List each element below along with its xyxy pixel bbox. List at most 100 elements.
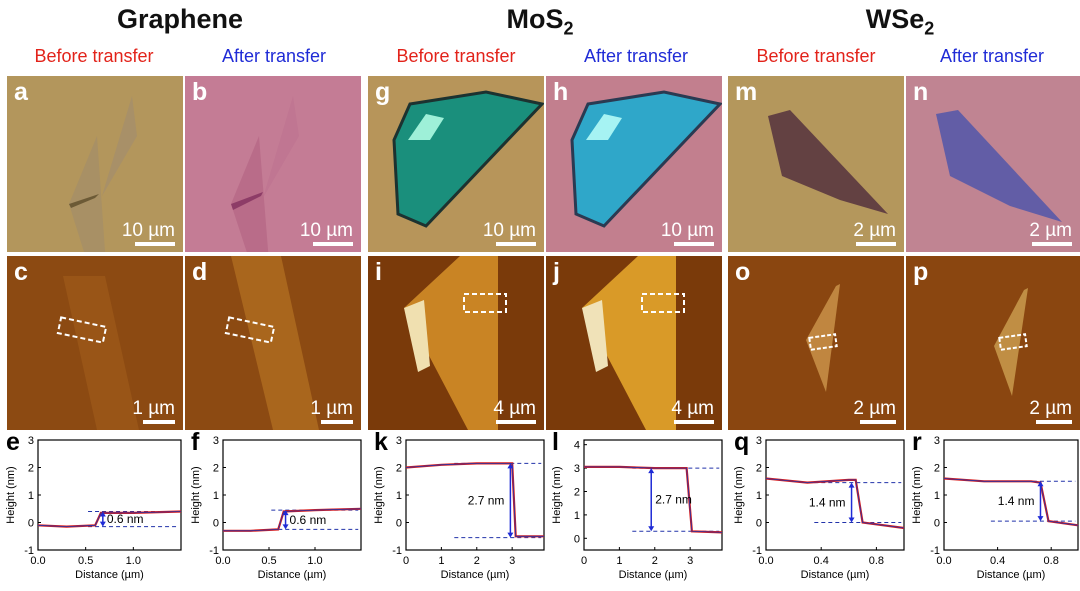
- ytick-label-f-3: 2: [213, 463, 219, 475]
- panel-letter-b: b: [192, 78, 208, 106]
- scale-bar-i: 4 µm: [493, 399, 536, 424]
- ytick-label-f-2: 1: [213, 490, 219, 502]
- profile-svg-f: -1 0 1 2 3 0.0 0.5 1.0 Distance (µm) Height (nm) 0…: [190, 435, 362, 581]
- scale-bar-m: 2 µm: [853, 221, 896, 246]
- plot-frame-e: [37, 439, 182, 551]
- panel-letter-g: g: [375, 78, 391, 106]
- ylabel-r: Height (nm): [911, 466, 923, 523]
- step-arrowhead-bottom-e: [99, 521, 106, 527]
- step-annotation-q: 1.4 nm: [809, 496, 846, 510]
- panel-letter-q: q: [734, 428, 750, 456]
- ylabel-k: Height (nm): [373, 466, 385, 523]
- profile-line-l: [584, 465, 723, 534]
- ytick-label-l-3: 3: [574, 463, 580, 475]
- scale-bar-c: 1 µm: [132, 399, 175, 424]
- profile-line-overlay-l: [584, 466, 723, 533]
- step-annotation-r: 1.4 nm: [998, 494, 1035, 508]
- ylabel-f: Height (nm): [190, 466, 202, 523]
- ytick-label-r-4: 3: [934, 435, 940, 447]
- scale-bar-d: 1 µm: [310, 399, 353, 424]
- step-arrowhead-bottom-f: [282, 524, 289, 530]
- ytick-label-k-3: 2: [396, 463, 402, 475]
- optical-panel-b: b 10 µm: [185, 76, 361, 252]
- ytick-label-q-1: 0: [756, 518, 762, 530]
- step-arrowhead-top-r: [1037, 481, 1044, 487]
- optical-image-b: [185, 76, 361, 252]
- ytick-label-e-1: 0: [28, 518, 34, 530]
- xtick-label-e-1: 0.5: [78, 555, 93, 567]
- profile-plot-l: 0 1 2 3 4 0 1 2 3 Distance (µm) Height (nm) 2.7 nm l: [546, 430, 724, 586]
- step-arrowhead-top-l: [648, 468, 655, 474]
- optical-image-a: [7, 76, 183, 252]
- afm-image-d: [185, 256, 361, 430]
- profile-plot-k: -1 0 1 2 3 0 1 2 3 Distance (µm) Height (nm) 2.7 nm…: [368, 428, 546, 586]
- xtick-label-e-0: 0.0: [30, 555, 45, 567]
- afm-panel-c: c 1 µm: [7, 256, 183, 430]
- scale-bar-h: 10 µm: [661, 221, 714, 246]
- step-annotation-f: 0.6 nm: [290, 513, 327, 527]
- ytick-label-r-3: 2: [934, 463, 940, 475]
- ytick-label-k-1: 0: [396, 518, 402, 530]
- ytick-label-f-1: 0: [213, 518, 219, 530]
- panel-letter-r: r: [912, 428, 922, 456]
- panel-letter-d: d: [192, 258, 208, 286]
- wse2-after-label: After transfer: [939, 46, 1045, 66]
- profile-plot-q: -1 0 1 2 3 0.0 0.4 0.8 Distance (µm) Height (nm) 1…: [728, 428, 906, 586]
- xtick-label-q-0: 0.0: [758, 555, 773, 567]
- optical-image-n: [906, 76, 1080, 252]
- plot-frame-f: [222, 439, 362, 551]
- ytick-label-l-2: 2: [574, 486, 580, 498]
- xlabel-r: Distance (µm): [977, 569, 1046, 581]
- mos2-title: MoS2: [506, 4, 574, 39]
- optical-panel-h: h 10 µm: [546, 76, 722, 252]
- panel-letter-h: h: [553, 78, 569, 106]
- xlabel-l: Distance (µm): [619, 569, 688, 581]
- xtick-label-l-3: 3: [687, 555, 693, 567]
- afm-panel-j: j 4 µm: [546, 256, 722, 430]
- afm-image-p: [906, 256, 1080, 430]
- xtick-label-f-2: 1.0: [307, 555, 322, 567]
- afm-image-i: [368, 256, 544, 430]
- profile-plot-r: -1 0 1 2 3 0.0 0.4 0.8 Distance (µm) Height (nm) 1…: [906, 428, 1080, 586]
- panel-letter-c: c: [14, 258, 28, 286]
- wse2-before-label: Before transfer: [756, 46, 876, 66]
- graphene-after-label: After transfer: [221, 46, 327, 66]
- optical-panel-n: n 2 µm: [906, 76, 1080, 252]
- ytick-label-f-0: -1: [209, 545, 219, 557]
- step-arrowhead-top-k: [507, 463, 514, 469]
- ytick-label-l-1: 1: [574, 510, 580, 522]
- step-arrowhead-bottom-k: [507, 532, 514, 538]
- ytick-label-r-1: 0: [934, 518, 940, 530]
- xtick-label-e-2: 1.0: [126, 555, 141, 567]
- afm-panel-o: o 2 µm: [728, 256, 904, 430]
- xtick-label-l-0: 0: [581, 555, 587, 567]
- ylabel-e: Height (nm): [5, 466, 17, 523]
- ytick-label-q-3: 2: [756, 463, 762, 475]
- xtick-label-k-1: 1: [438, 555, 444, 567]
- optical-image-h: [546, 76, 722, 252]
- graphene-before-label: Before transfer: [34, 46, 154, 66]
- xtick-label-f-0: 0.0: [215, 555, 230, 567]
- panel-letter-k: k: [374, 428, 388, 456]
- scale-bar-n: 2 µm: [1029, 221, 1072, 246]
- panel-letter-f: f: [191, 428, 200, 456]
- ytick-label-k-4: 3: [396, 435, 402, 447]
- profile-svg-l: 0 1 2 3 4 0 1 2 3 Distance (µm) Height (nm) 2.7 nm: [551, 439, 723, 581]
- profile-plot-f: -1 0 1 2 3 0.0 0.5 1.0 Distance (µm) Height (nm) 0…: [185, 428, 363, 586]
- ytick-label-q-0: -1: [752, 545, 762, 557]
- scale-bar-j: 4 µm: [671, 399, 714, 424]
- panel-letter-m: m: [735, 78, 758, 106]
- mos2-before-label: Before transfer: [396, 46, 516, 66]
- panel-letter-j: j: [553, 258, 560, 286]
- ytick-label-f-4: 3: [213, 435, 219, 447]
- step-arrowhead-top-q: [848, 482, 855, 488]
- xtick-label-l-1: 1: [616, 555, 622, 567]
- ytick-label-r-2: 1: [934, 490, 940, 502]
- optical-panel-m: m 2 µm: [728, 76, 904, 252]
- panel-letter-a: a: [14, 78, 28, 106]
- afm-panel-d: d 1 µm: [185, 256, 361, 430]
- optical-panel-a: a 10 µm: [7, 76, 183, 252]
- ytick-label-l-4: 4: [574, 440, 580, 452]
- panel-letter-e: e: [6, 428, 20, 456]
- scale-bar-a: 10 µm: [122, 221, 175, 246]
